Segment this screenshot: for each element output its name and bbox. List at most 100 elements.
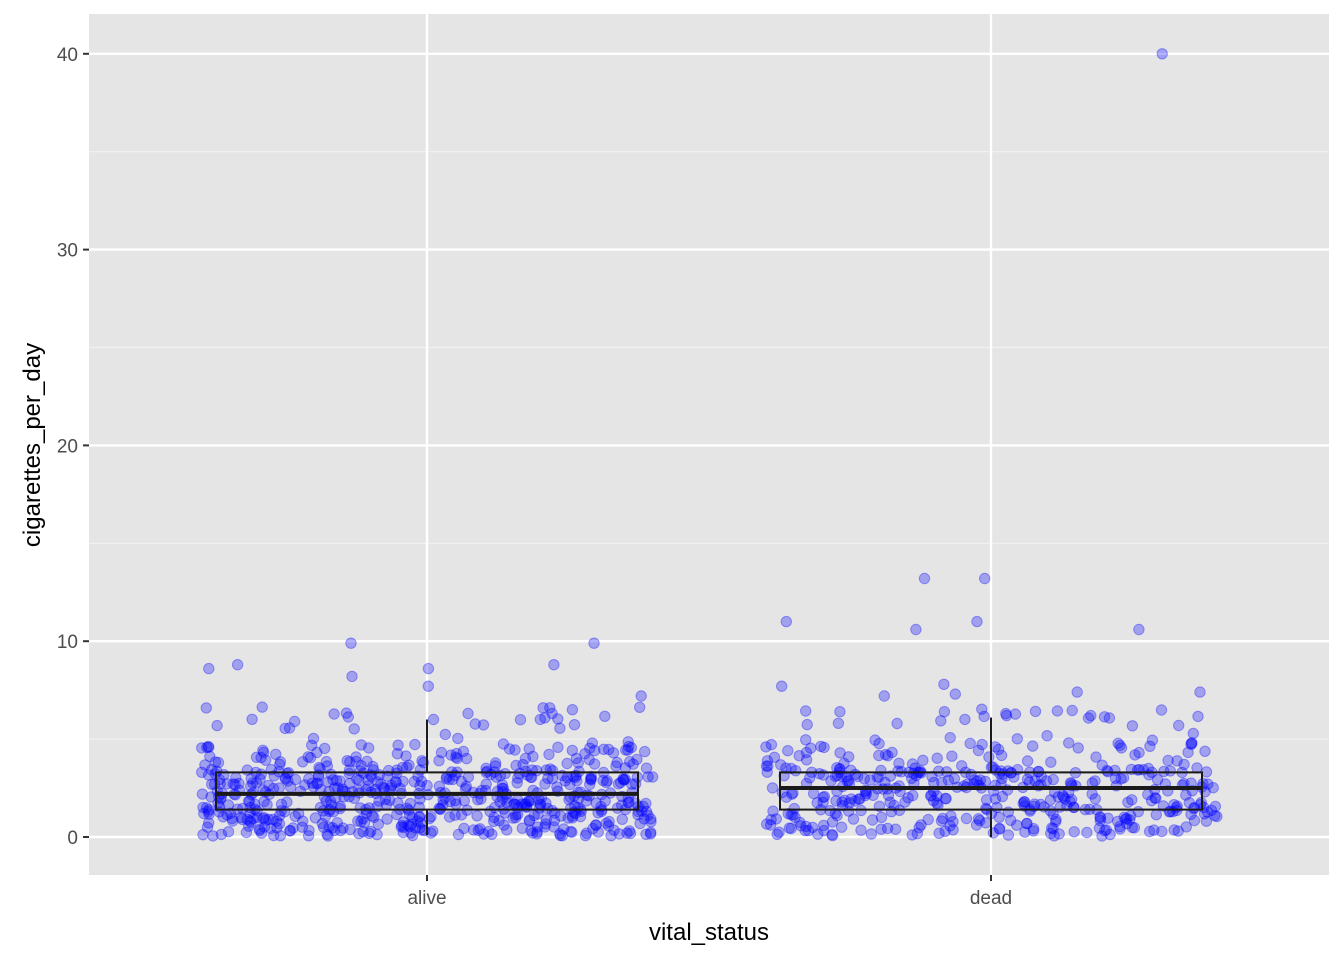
data-point bbox=[902, 792, 914, 804]
data-point bbox=[980, 802, 992, 814]
data-point bbox=[1162, 754, 1174, 767]
data-point bbox=[884, 796, 896, 808]
data-point bbox=[460, 752, 473, 765]
data-point bbox=[222, 826, 235, 838]
data-point bbox=[254, 773, 266, 785]
data-point bbox=[760, 760, 773, 772]
data-point bbox=[229, 778, 241, 791]
data-point bbox=[511, 777, 523, 789]
data-point bbox=[770, 813, 782, 825]
data-point bbox=[970, 819, 983, 831]
data-point bbox=[337, 822, 349, 834]
data-point bbox=[519, 752, 532, 765]
data-point bbox=[1168, 824, 1180, 836]
data-point bbox=[584, 742, 596, 754]
data-point bbox=[268, 829, 280, 842]
data-point bbox=[330, 774, 343, 787]
box-iqr bbox=[779, 771, 1203, 811]
data-point bbox=[1115, 773, 1127, 785]
data-point bbox=[342, 711, 354, 723]
data-point bbox=[200, 802, 213, 814]
data-point bbox=[408, 775, 420, 788]
data-point bbox=[1068, 826, 1080, 838]
data-point bbox=[818, 824, 830, 837]
data-point bbox=[960, 812, 973, 825]
data-point bbox=[405, 818, 418, 830]
data-point bbox=[510, 811, 522, 824]
data-point bbox=[1151, 774, 1164, 786]
data-point bbox=[271, 822, 283, 834]
data-point bbox=[322, 830, 334, 842]
data-point bbox=[255, 751, 267, 764]
data-point bbox=[1186, 737, 1198, 749]
data-point bbox=[972, 744, 985, 757]
data-point bbox=[599, 710, 611, 722]
data-point bbox=[552, 713, 564, 725]
data-point bbox=[1171, 755, 1183, 767]
data-point bbox=[933, 765, 945, 777]
data-point bbox=[959, 713, 971, 726]
data-point bbox=[375, 778, 387, 790]
data-point bbox=[794, 816, 806, 829]
data-point bbox=[800, 754, 813, 766]
data-point bbox=[622, 744, 634, 756]
data-point bbox=[267, 813, 279, 826]
data-point bbox=[498, 819, 510, 831]
data-point bbox=[980, 817, 992, 829]
data-point bbox=[645, 826, 657, 839]
data-point bbox=[1201, 806, 1214, 818]
data-point bbox=[614, 776, 627, 789]
data-point bbox=[271, 815, 283, 827]
data-point bbox=[789, 811, 801, 824]
data-point bbox=[323, 821, 335, 833]
data-point bbox=[1103, 712, 1116, 724]
data-point bbox=[1089, 793, 1102, 805]
data-point bbox=[289, 810, 301, 822]
data-point bbox=[207, 830, 219, 842]
data-point bbox=[501, 824, 513, 836]
data-point bbox=[365, 825, 377, 838]
data-point bbox=[306, 777, 319, 789]
data-point bbox=[196, 766, 208, 778]
data-point bbox=[365, 770, 378, 783]
data-point bbox=[761, 818, 773, 830]
data-point bbox=[539, 712, 551, 724]
data-point bbox=[956, 760, 968, 772]
data-point bbox=[1209, 810, 1221, 822]
data-point bbox=[434, 802, 446, 815]
data-point bbox=[340, 707, 353, 719]
data-point bbox=[867, 789, 879, 801]
data-point bbox=[995, 765, 1007, 777]
data-point bbox=[815, 740, 827, 753]
data-point bbox=[826, 829, 839, 842]
data-point bbox=[964, 737, 976, 750]
data-point bbox=[931, 790, 943, 802]
data-point bbox=[245, 816, 257, 829]
data-point bbox=[800, 820, 812, 833]
data-point bbox=[1011, 733, 1023, 745]
data-point bbox=[274, 830, 287, 842]
data-point bbox=[414, 810, 426, 823]
data-point bbox=[299, 779, 311, 791]
data-point bbox=[945, 810, 957, 822]
data-point bbox=[813, 768, 826, 780]
data-point bbox=[838, 757, 850, 769]
data-point bbox=[762, 760, 774, 772]
data-point bbox=[1126, 794, 1138, 806]
data-point bbox=[450, 751, 462, 763]
data-point bbox=[1199, 745, 1211, 757]
data-point bbox=[623, 825, 636, 837]
data-point bbox=[1156, 825, 1168, 838]
data-point bbox=[1104, 828, 1116, 841]
data-point bbox=[893, 757, 905, 769]
data-point bbox=[284, 824, 296, 837]
data-point bbox=[1009, 708, 1022, 720]
data-point bbox=[881, 822, 894, 835]
data-point bbox=[414, 780, 426, 792]
data-point bbox=[350, 755, 362, 768]
data-point bbox=[621, 827, 633, 839]
data-point bbox=[327, 822, 339, 834]
data-point bbox=[1100, 824, 1113, 836]
data-point bbox=[608, 824, 620, 836]
data-point bbox=[971, 615, 983, 628]
